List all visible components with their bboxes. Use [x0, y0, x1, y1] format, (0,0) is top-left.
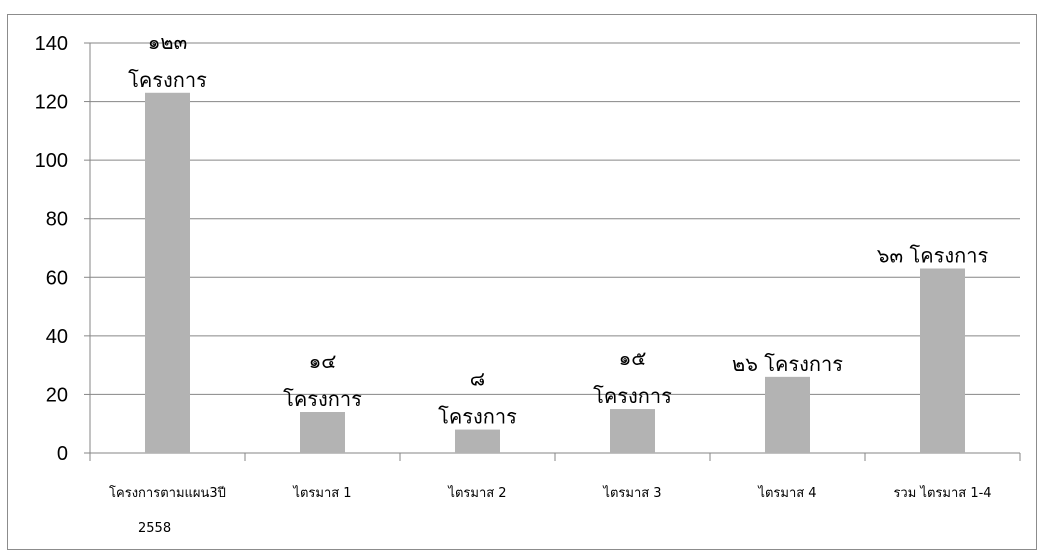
bar	[455, 429, 500, 453]
data-label: ๖๓ โครงการ	[877, 244, 989, 268]
bar	[920, 268, 965, 453]
axes	[84, 42, 1021, 461]
data-label: โครงการ	[283, 387, 362, 411]
y-tick-label: 40	[46, 326, 68, 348]
x-tick-label: ไตรมาส 1	[292, 485, 351, 501]
data-label: ๑๔	[309, 349, 337, 373]
data-label: โครงการ	[128, 68, 207, 92]
bar	[765, 376, 810, 453]
bars	[145, 92, 965, 454]
y-tick-label: 100	[35, 150, 68, 172]
y-tick-label: 20	[46, 384, 68, 406]
data-label: ๒๖ โครงการ	[732, 352, 843, 376]
y-tick-label: 140	[35, 33, 68, 55]
bar	[610, 409, 655, 453]
x-tick-labels: โครงการตามแผน3ปี 2558 ไตรมาส 1 ไตรมาส 2 ไตรม…	[109, 485, 992, 536]
x-tick-label: ไตรมาส 2	[447, 485, 506, 501]
x-tick-label: 2558	[138, 521, 171, 536]
data-label: ๑๒๓	[148, 30, 188, 54]
x-tick-label: ไตรมาส 4	[757, 485, 816, 501]
gridlines	[90, 42, 1020, 395]
bar	[300, 412, 345, 453]
data-label: ๘	[470, 367, 485, 391]
y-tick-label: 0	[57, 443, 68, 465]
x-tick-label: รวม ไตรมาส 1-4	[893, 485, 991, 501]
y-tick-label: 120	[35, 92, 68, 114]
data-label: ๑๕	[619, 346, 647, 370]
y-tick-label: 60	[46, 267, 68, 289]
data-label: โครงการ	[438, 405, 517, 429]
data-label: โครงการ	[593, 384, 672, 408]
x-tick-label: โครงการตามแผน3ปี	[109, 485, 226, 501]
bar	[145, 92, 190, 454]
x-tick-label: ไตรมาส 3	[602, 485, 661, 501]
y-tick-labels: 0 20 40 60 80 100 120 140	[35, 33, 68, 465]
y-tick-label: 80	[46, 209, 68, 231]
